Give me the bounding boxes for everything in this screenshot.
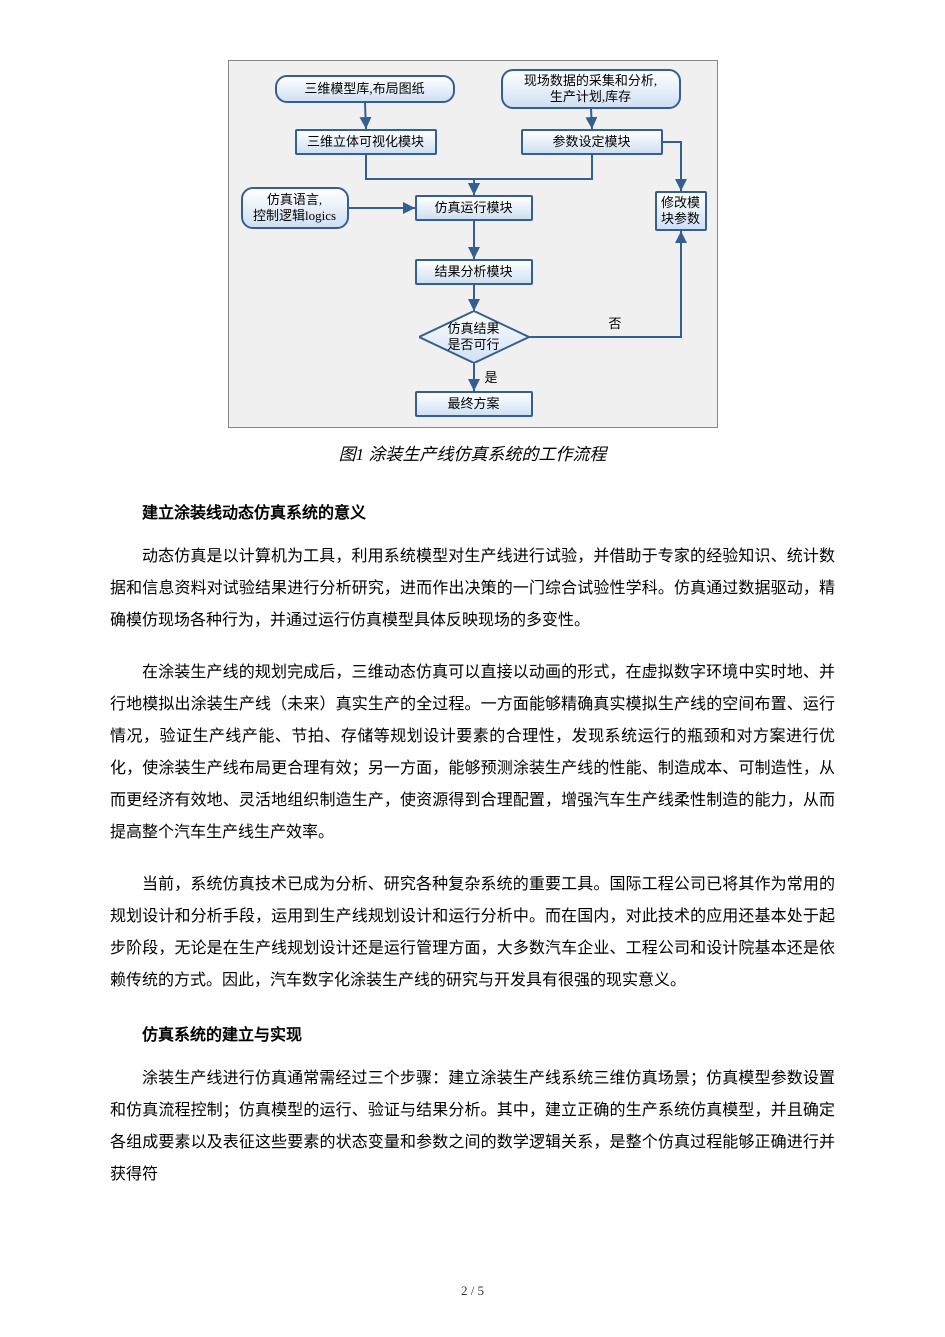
flowchart-canvas: 三维模型库,布局图纸 现场数据的采集和分析,生产计划,库存三维立体可视化模块 参数设… — [228, 60, 718, 428]
flowchart-edge-label-yes: 是 — [485, 367, 498, 386]
flowchart-node-lang: 仿真语言,控制逻辑logics — [241, 187, 349, 229]
figure-caption: 图1 涂装生产线仿真系统的工作流程 — [110, 440, 835, 465]
paragraph-2: 在涂装生产线的规划完成后，三维动态仿真可以直接以动画的形式，在虚拟数字环境中实时… — [110, 657, 835, 849]
flowchart-node-decision: 仿真结果是否可行 — [419, 311, 529, 363]
paragraph-3: 当前，系统仿真技术已成为分析、研究各种复杂系统的重要工具。国际工程公司已将其作为… — [110, 869, 835, 997]
flowchart-node-modify: 修改模块参数 — [655, 191, 707, 231]
flowchart-node-analyze: 结果分析模块 — [415, 259, 533, 285]
paragraph-1: 动态仿真是以计算机为工具，利用系统模型对生产线进行试验，并借助于专家的经验知识、… — [110, 541, 835, 637]
flowchart-node-final: 最终方案 — [415, 391, 533, 417]
section-heading-2: 仿真系统的建立与实现 — [110, 1021, 835, 1045]
flowchart-edge-label-no: 否 — [609, 313, 622, 332]
flowchart-node-param: 参数设定模块 — [521, 129, 663, 155]
flowchart-arrows — [229, 61, 719, 429]
flowchart-figure: 三维模型库,布局图纸 现场数据的采集和分析,生产计划,库存三维立体可视化模块 参数设… — [228, 60, 718, 428]
section-heading-1: 建立涂装线动态仿真系统的意义 — [110, 499, 835, 523]
flowchart-node-run: 仿真运行模块 — [415, 195, 533, 221]
flowchart-node-top_right: 现场数据的采集和分析,生产计划,库存 — [501, 69, 681, 109]
flowchart-node-top_left: 三维模型库,布局图纸 — [275, 75, 455, 103]
page-number: 2 / 5 — [0, 1283, 945, 1299]
flowchart-node-vis: 三维立体可视化模块 — [295, 129, 437, 155]
paragraph-4: 涂装生产线进行仿真通常需经过三个步骤：建立涂装生产线系统三维仿真场景；仿真模型参… — [110, 1063, 835, 1191]
